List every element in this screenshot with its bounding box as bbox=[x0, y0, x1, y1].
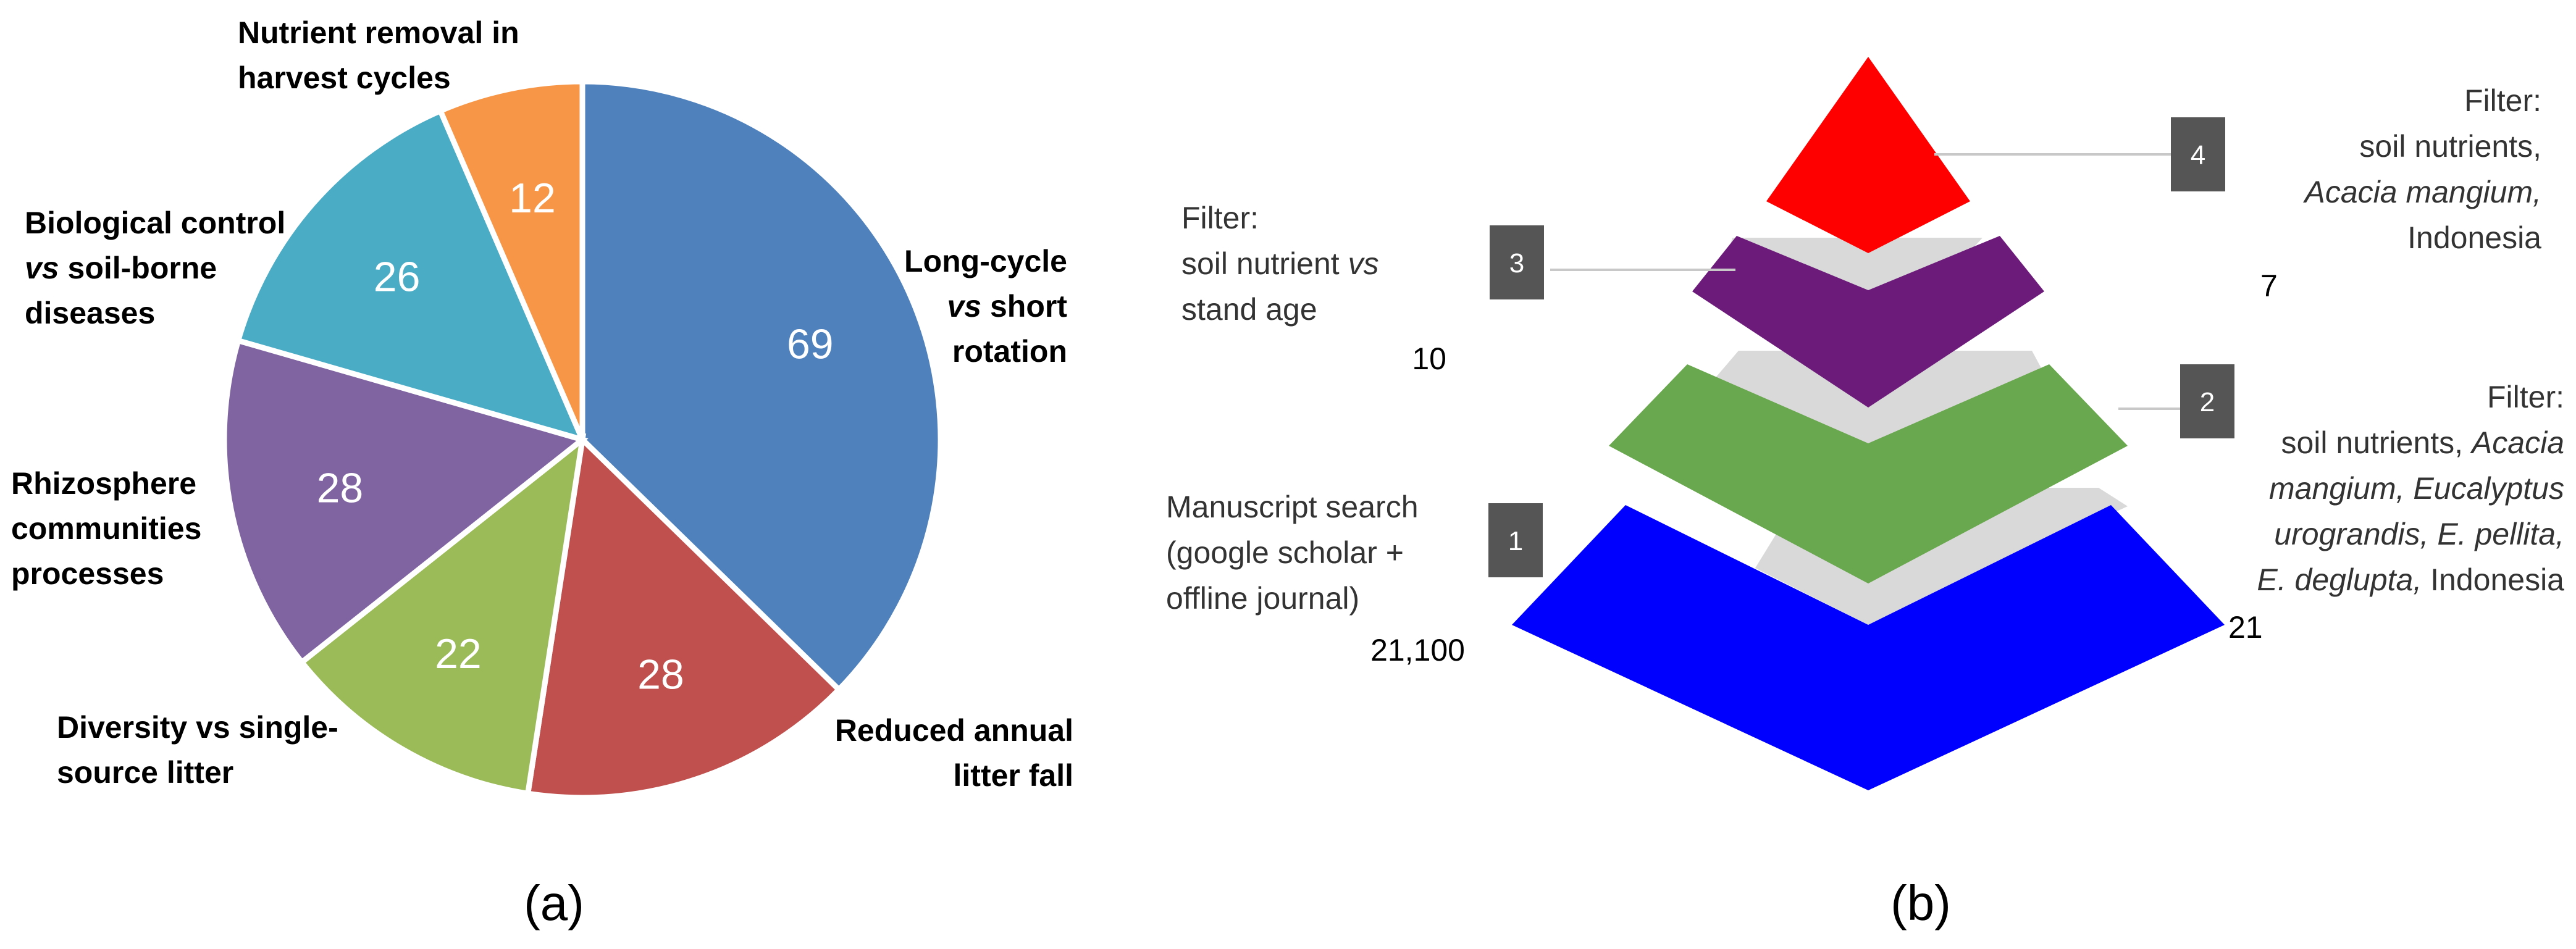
funnel-tier-3 bbox=[1692, 236, 2044, 408]
pie-slice bbox=[221, 337, 589, 666]
caption-a: (a) bbox=[524, 876, 584, 930]
funnel-description-4: Filter: soil nutrients, Acacia mangium, Ind… bbox=[2303, 83, 2542, 255]
funnel-count-4: 7 bbox=[2260, 269, 2278, 303]
pie-category-label: Biological control vs soil-borne diseases bbox=[25, 206, 285, 330]
funnel-description-1: Manuscript search (google scholar + offlin… bbox=[1166, 490, 1419, 616]
pie-slice bbox=[235, 107, 587, 444]
pie-value-label: 69 bbox=[787, 321, 834, 368]
pie-value-label: 28 bbox=[317, 465, 364, 512]
step-number: 1 bbox=[1508, 526, 1523, 556]
pie-slice bbox=[298, 433, 587, 797]
funnel-description-3: Filter: soil nutrient vs stand age bbox=[1181, 201, 1379, 327]
step-box-1 bbox=[1488, 503, 1543, 577]
pie-category-labels: Long-cycle vs short rotation Reduced annual… bbox=[11, 15, 1073, 793]
step-number: 4 bbox=[2191, 140, 2205, 170]
pie-category-label: Diversity vs single-source litter bbox=[57, 710, 338, 790]
pie-value-label: 28 bbox=[637, 651, 684, 698]
funnel-count-1: 21,100 bbox=[1370, 633, 1465, 667]
step-number: 3 bbox=[1509, 248, 1524, 278]
pie-category-label: Rhizosphere communities processes bbox=[11, 466, 201, 591]
step-box-3 bbox=[1490, 225, 1544, 299]
funnel-diagram: 1 2 3 4 Manuscript search (google scholar + of… bbox=[1166, 57, 2564, 790]
pie-value-label: 26 bbox=[374, 254, 421, 301]
pie-category-label: Long-cycle vs short rotation bbox=[904, 244, 1067, 369]
pie-value-label: 12 bbox=[509, 175, 556, 222]
funnel-tier-4 bbox=[1766, 57, 1970, 253]
funnel-description-2: Filter: soil nutrients, Acacia mangium, Eu… bbox=[2257, 380, 2564, 597]
funnel-count-3: 10 bbox=[1412, 341, 1446, 376]
funnel-tier-1 bbox=[1512, 505, 2225, 790]
step-number: 2 bbox=[2200, 387, 2215, 417]
pie-slice bbox=[579, 78, 944, 694]
caption-b: (b) bbox=[1890, 876, 1951, 930]
pie-slice bbox=[437, 78, 585, 441]
pie-category-label: Nutrient removal in harvest cycles bbox=[238, 15, 519, 95]
funnel-count-2: 21 bbox=[2228, 610, 2263, 645]
step-box-2 bbox=[2180, 364, 2234, 438]
pie-category-label: Reduced annual litter fall bbox=[835, 713, 1073, 793]
pie-slice bbox=[524, 433, 843, 801]
pie-chart: 69 28 22 28 26 12 bbox=[221, 78, 944, 801]
pie-value-label: 22 bbox=[435, 630, 482, 677]
step-box-4 bbox=[2171, 117, 2225, 191]
funnel-tier-2 bbox=[1609, 364, 2128, 583]
